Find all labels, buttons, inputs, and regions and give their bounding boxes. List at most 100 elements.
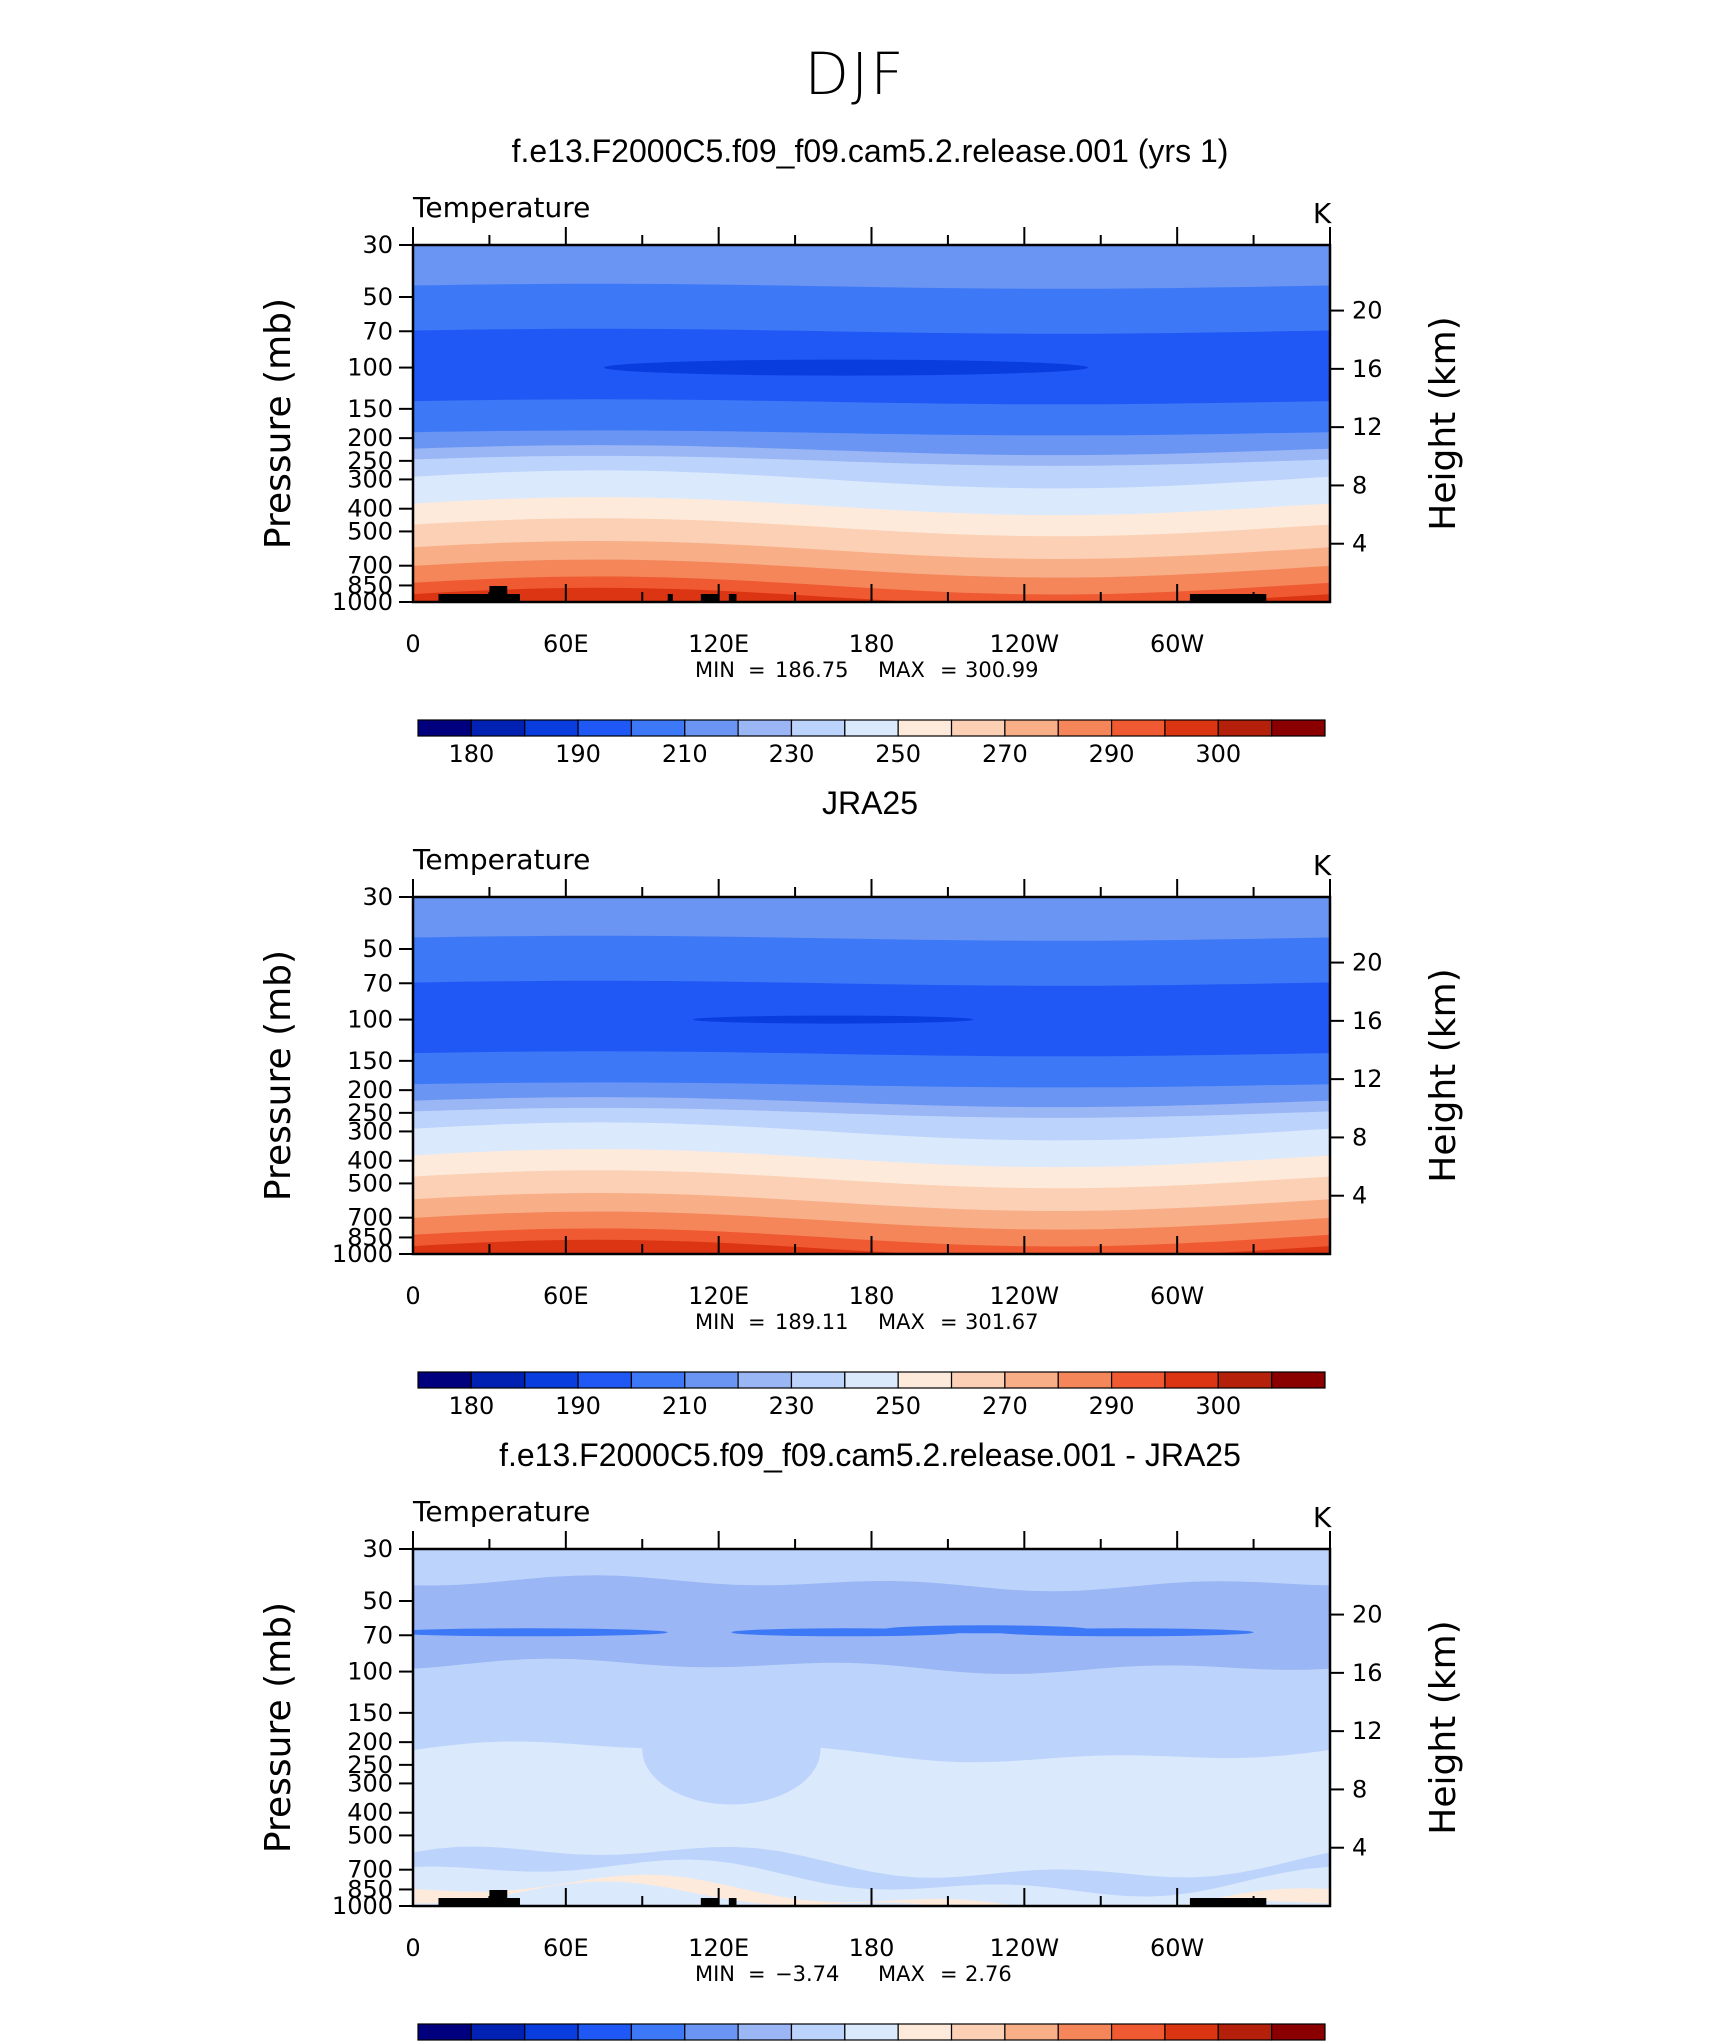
y2-tick-label: 4 bbox=[1352, 530, 1367, 558]
y2-axis-label: Height (km) bbox=[1423, 316, 1464, 530]
land-mask bbox=[1189, 1898, 1267, 1906]
colorbar-swatch bbox=[790, 1371, 846, 1389]
x-tick-label: 120W bbox=[990, 1282, 1060, 1310]
min-equals: = bbox=[748, 1962, 766, 1986]
max-value: 2.76 bbox=[965, 1962, 1012, 1986]
y-tick-label: 700 bbox=[347, 1204, 393, 1232]
x-tick-label: 60E bbox=[543, 630, 589, 658]
land-mask bbox=[700, 1898, 719, 1906]
y-tick-label: 300 bbox=[347, 465, 393, 493]
x-tick-label: 60E bbox=[543, 1934, 589, 1962]
colorbar-label: 300 bbox=[1195, 1392, 1241, 1420]
y2-axis-label: Height (km) bbox=[1423, 968, 1464, 1182]
min-equals: = bbox=[748, 658, 766, 682]
contour-blob bbox=[604, 359, 1089, 376]
y-axis-label: Pressure (mb) bbox=[258, 1602, 299, 1853]
variable-label: Temperature bbox=[412, 191, 590, 224]
x-tick-label: 60W bbox=[1150, 1934, 1204, 1962]
colorbar-swatch bbox=[1110, 1371, 1166, 1389]
colorbar-label: 250 bbox=[875, 1392, 921, 1420]
colorbar-swatch bbox=[737, 1371, 793, 1389]
panel-1-chart: 3050701001502002503004005007008501000201… bbox=[258, 191, 1464, 768]
colorbar-swatch bbox=[1217, 719, 1273, 737]
y-tick-label: 300 bbox=[347, 1769, 393, 1797]
max-equals: = bbox=[940, 1310, 958, 1334]
colorbar-swatch bbox=[950, 1371, 1006, 1389]
x-tick-label: 60E bbox=[543, 1282, 589, 1310]
y-tick-label: 850 bbox=[347, 1223, 393, 1251]
y2-tick-label: 8 bbox=[1352, 1123, 1367, 1151]
y2-tick-label: 4 bbox=[1352, 1182, 1367, 1210]
y-tick-label: 200 bbox=[347, 1076, 393, 1104]
land-mask bbox=[438, 594, 520, 602]
colorbar-label: 210 bbox=[662, 740, 708, 768]
y-tick-label: 30 bbox=[362, 1535, 393, 1563]
colorbar-swatch bbox=[577, 1371, 633, 1389]
colorbar-label: 180 bbox=[448, 1392, 494, 1420]
variable-label: Temperature bbox=[412, 843, 590, 876]
y2-tick-label: 16 bbox=[1352, 355, 1383, 383]
y-tick-label: 250 bbox=[347, 1751, 393, 1779]
colorbar-label: 190 bbox=[555, 1392, 601, 1420]
y-tick-label: 100 bbox=[347, 1006, 393, 1034]
colorbar-swatch bbox=[737, 719, 793, 737]
units-label: K bbox=[1313, 1501, 1332, 1534]
colorbar-swatch bbox=[1004, 719, 1059, 737]
panel-2-title: JRA25 bbox=[821, 785, 919, 821]
colorbar-label: 230 bbox=[769, 740, 815, 768]
min-value: 189.11 bbox=[775, 1310, 848, 1334]
min-label: MIN bbox=[695, 1962, 735, 1986]
colorbar-label: 300 bbox=[1195, 740, 1241, 768]
land-mask bbox=[489, 1890, 508, 1906]
colorbar-swatch bbox=[950, 719, 1006, 737]
y-tick-label: 100 bbox=[347, 354, 393, 382]
land-mask bbox=[438, 1898, 520, 1906]
y2-axis-label: Height (km) bbox=[1423, 1620, 1464, 1834]
colorbar-swatch bbox=[1217, 1371, 1273, 1389]
land-mask bbox=[667, 594, 673, 602]
contour-field bbox=[413, 245, 1330, 602]
colorbar-swatch bbox=[524, 1371, 579, 1389]
colorbar-swatch bbox=[844, 719, 899, 737]
y-tick-label: 50 bbox=[362, 935, 393, 963]
y-tick-label: 400 bbox=[347, 495, 393, 523]
y-tick-label: 200 bbox=[347, 1728, 393, 1756]
y2-tick-label: 4 bbox=[1352, 1834, 1367, 1862]
colorbar-swatch bbox=[417, 1371, 472, 1389]
x-tick-label: 180 bbox=[849, 1934, 895, 1962]
contour-blob bbox=[413, 1628, 668, 1637]
y2-tick-label: 16 bbox=[1352, 1659, 1383, 1687]
colorbar-label: 230 bbox=[769, 1392, 815, 1420]
y-tick-label: 250 bbox=[347, 447, 393, 475]
variable-label: Temperature bbox=[412, 1495, 590, 1528]
min-value: −3.74 bbox=[775, 1962, 839, 1986]
y-tick-label: 500 bbox=[347, 1821, 393, 1849]
min-label: MIN bbox=[695, 658, 735, 682]
y-tick-label: 150 bbox=[347, 395, 393, 423]
y-tick-label: 400 bbox=[347, 1799, 393, 1827]
y-tick-label: 70 bbox=[362, 317, 393, 345]
colorbar-swatch bbox=[1110, 719, 1166, 737]
colorbar-swatch bbox=[897, 719, 953, 737]
contour-blob bbox=[998, 1628, 1254, 1637]
min-equals: = bbox=[748, 1310, 766, 1334]
y-tick-label: 150 bbox=[347, 1699, 393, 1727]
colorbar-swatch bbox=[897, 1371, 953, 1389]
units-label: K bbox=[1313, 197, 1332, 230]
contour-blob bbox=[693, 1015, 974, 1024]
colorbar-swatch bbox=[1057, 719, 1113, 737]
y-tick-label: 700 bbox=[347, 1856, 393, 1884]
land-mask bbox=[728, 1898, 737, 1906]
colorbar-swatch bbox=[577, 719, 633, 737]
colorbar-swatch bbox=[1271, 1371, 1326, 1389]
y-tick-label: 1000 bbox=[332, 1240, 393, 1268]
x-tick-label: 180 bbox=[849, 1282, 895, 1310]
land-mask bbox=[489, 586, 508, 602]
max-equals: = bbox=[940, 1962, 958, 1986]
y2-tick-label: 16 bbox=[1352, 1007, 1383, 1035]
y-tick-label: 50 bbox=[362, 1587, 393, 1615]
x-tick-label: 120E bbox=[688, 630, 749, 658]
colorbar-swatch bbox=[630, 719, 686, 737]
y-tick-label: 300 bbox=[347, 1117, 393, 1145]
y2-tick-label: 12 bbox=[1352, 413, 1383, 441]
